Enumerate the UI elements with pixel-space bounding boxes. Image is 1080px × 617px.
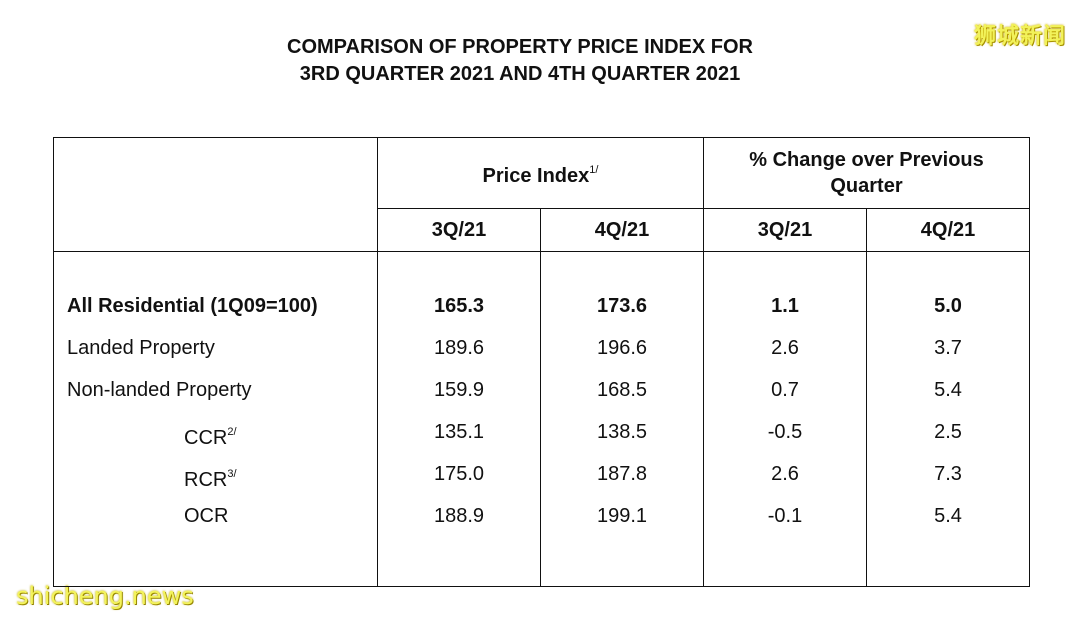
header-pct-change-label: % Change over Previous Quarter [749, 149, 984, 197]
cell-pi-4q21: 199.1 [596, 505, 648, 527]
document-title: COMPARISON OF PROPERTY PRICE INDEX FOR 3… [0, 34, 1040, 88]
header-pct-change: % Change over Previous Quarter [702, 137, 1031, 209]
price-index-table: Price Index1/ % Change over Previous Qua… [53, 137, 1031, 587]
cell-chg-3q21: 2.6 [771, 337, 799, 359]
column-chg-4q21: 5.0 3.7 5.4 2.5 7.3 5.4 [865, 251, 1031, 587]
cell-pi-4q21: 196.6 [596, 337, 648, 359]
cell-chg-4q21: 3.7 [934, 337, 962, 359]
header-pi-3q21: 3Q/21 [377, 208, 541, 252]
cell-pi-3q21: 165.3 [433, 295, 485, 317]
row-label-non-landed: Non-landed Property [67, 379, 252, 401]
row-label-ocr: OCR [184, 505, 229, 527]
column-pi-3q21: 165.3 189.6 159.9 135.1 175.0 188.9 [377, 251, 541, 587]
row-label-all-residential: All Residential (1Q09=100) [67, 295, 318, 317]
title-line-1: COMPARISON OF PROPERTY PRICE INDEX FOR [287, 36, 753, 58]
cell-chg-3q21: 0.7 [771, 379, 799, 401]
watermark-top-right: 狮城新闻 [973, 24, 1066, 49]
cell-pi-3q21: 188.9 [433, 505, 485, 527]
cell-chg-3q21: 2.6 [771, 463, 799, 485]
header-row-quarters: 3Q/21 4Q/21 3Q/21 4Q/21 [54, 208, 1031, 252]
cell-chg-4q21: 7.3 [934, 463, 962, 485]
table-body-row: All Residential (1Q09=100) Landed Proper… [53, 251, 1031, 587]
cell-pi-4q21: 187.8 [596, 463, 648, 485]
header-row-groups: Price Index1/ % Change over Previous Qua… [53, 137, 1031, 252]
column-labels: All Residential (1Q09=100) Landed Proper… [53, 251, 378, 587]
column-chg-3q21: 1.1 2.6 0.7 -0.5 2.6 -0.1 [703, 251, 867, 587]
cell-chg-4q21: 5.4 [934, 379, 962, 401]
header-chg-3q21: 3Q/21 [703, 208, 867, 252]
row-label-landed: Landed Property [67, 337, 215, 359]
watermark-bottom-left: shicheng.news [16, 582, 194, 610]
cell-pi-4q21: 138.5 [596, 421, 648, 443]
row-label-rcr: RCR3/ [184, 468, 237, 491]
header-price-index-note: 1/ [589, 164, 599, 176]
cell-pi-4q21: 173.6 [596, 295, 648, 317]
footnote-ccr: 2/ [227, 426, 237, 438]
column-pi-4q21: 173.6 196.6 168.5 138.5 187.8 199.1 [540, 251, 704, 587]
header-price-index-label: Price Index [482, 165, 590, 187]
footnote-rcr: 3/ [227, 468, 237, 480]
cell-pi-4q21: 168.5 [596, 379, 648, 401]
cell-chg-3q21: -0.1 [767, 505, 803, 527]
cell-chg-4q21: 2.5 [934, 421, 962, 443]
cell-pi-3q21: 135.1 [433, 421, 485, 443]
cell-pi-3q21: 159.9 [433, 379, 485, 401]
header-pi-4q21: 4Q/21 [540, 208, 704, 252]
header-chg-4q21: 4Q/21 [865, 208, 1031, 252]
row-label-ccr: CCR2/ [184, 426, 237, 449]
cell-chg-3q21: -0.5 [767, 421, 803, 443]
cell-chg-4q21: 5.0 [934, 295, 962, 317]
cell-chg-4q21: 5.4 [934, 505, 962, 527]
header-price-index: Price Index1/ [377, 137, 704, 209]
cell-chg-3q21: 1.1 [771, 295, 799, 317]
cell-pi-3q21: 189.6 [433, 337, 485, 359]
title-line-2: 3RD QUARTER 2021 AND 4TH QUARTER 2021 [299, 63, 741, 85]
cell-pi-3q21: 175.0 [433, 463, 485, 485]
header-corner-cell [53, 137, 378, 252]
